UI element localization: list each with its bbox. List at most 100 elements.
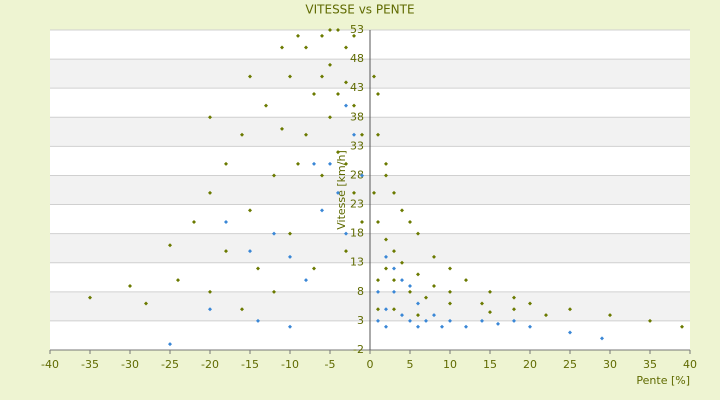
point: [336, 190, 340, 195]
point: [600, 336, 604, 341]
point: [480, 301, 484, 306]
point: [400, 313, 404, 318]
point: [168, 243, 172, 248]
point: [680, 324, 684, 329]
point: [424, 295, 428, 300]
point: [400, 278, 404, 283]
point: [272, 173, 276, 178]
point: [408, 220, 412, 224]
point: [392, 289, 396, 294]
point: [344, 249, 348, 254]
y-tick-label: 18: [350, 227, 364, 240]
point: [352, 132, 356, 137]
y-tick-label: 43: [350, 81, 364, 94]
point: [392, 190, 396, 195]
x-tick-label: 15: [483, 358, 497, 371]
point: [408, 284, 412, 288]
point: [352, 103, 356, 108]
point: [344, 161, 348, 166]
x-tick-label: 25: [563, 358, 577, 371]
y-tick-label: 48: [350, 52, 364, 65]
point: [312, 266, 316, 271]
point: [568, 330, 572, 335]
point: [392, 278, 396, 283]
point: [432, 254, 436, 259]
point: [328, 62, 332, 67]
point: [544, 313, 548, 318]
point: [392, 307, 396, 312]
x-tick-label: -35: [81, 358, 99, 371]
point: [448, 266, 452, 271]
point: [648, 318, 652, 323]
point: [568, 307, 572, 312]
y-tick-label: 13: [350, 256, 364, 269]
point: [336, 92, 340, 96]
point: [400, 208, 404, 213]
x-tick-label: 20: [523, 358, 537, 371]
y-tick-label: 8: [357, 285, 364, 298]
point: [376, 92, 380, 96]
point: [512, 295, 516, 300]
point: [328, 161, 332, 166]
point: [372, 74, 376, 79]
x-tick-label: -25: [161, 358, 179, 371]
point: [384, 307, 388, 312]
point: [512, 318, 516, 323]
point: [328, 115, 332, 120]
point: [360, 220, 364, 224]
point: [416, 301, 420, 306]
point: [336, 150, 340, 155]
point: [528, 301, 532, 306]
point: [128, 284, 132, 288]
y-tick-label: 3: [357, 314, 364, 327]
point: [400, 260, 404, 265]
x-tick-label: -20: [201, 358, 219, 371]
point: [344, 80, 348, 85]
point: [240, 132, 244, 137]
point: [512, 307, 516, 312]
point: [296, 161, 300, 166]
point: [344, 231, 348, 236]
point: [312, 161, 316, 166]
chart-title: VITESSE vs PENTE: [305, 3, 414, 17]
point: [304, 45, 308, 50]
point: [272, 231, 276, 236]
point: [448, 301, 452, 306]
x-tick-label: -10: [281, 358, 299, 371]
x-tick-label: 10: [443, 358, 457, 371]
y-axis-label: Vitesse [km/h]: [335, 150, 348, 230]
point: [296, 33, 300, 38]
x-tick-label: 35: [643, 358, 657, 371]
point: [176, 278, 180, 283]
point: [248, 208, 252, 213]
x-tick-label: -15: [241, 358, 259, 371]
point: [384, 161, 388, 166]
y-tick-label: 23: [350, 198, 364, 211]
y-tick-label: 38: [350, 110, 364, 123]
point: [352, 33, 356, 38]
point: [320, 173, 324, 178]
point: [208, 289, 212, 294]
point: [320, 208, 324, 213]
point: [392, 249, 396, 254]
point: [280, 45, 284, 50]
point: [392, 266, 396, 271]
x-tick-label: -5: [325, 358, 336, 371]
point: [224, 220, 228, 224]
point: [376, 132, 380, 137]
point: [488, 310, 492, 315]
point: [464, 278, 468, 283]
point: [416, 231, 420, 236]
y-tick-label: 33: [350, 139, 364, 152]
point: [372, 190, 376, 195]
point: [408, 318, 412, 323]
x-tick-label: -40: [41, 358, 59, 371]
point: [376, 220, 380, 224]
point: [264, 103, 268, 108]
point: [304, 132, 308, 137]
point: [424, 318, 428, 323]
point: [416, 272, 420, 277]
point: [496, 321, 500, 326]
point: [304, 278, 308, 283]
